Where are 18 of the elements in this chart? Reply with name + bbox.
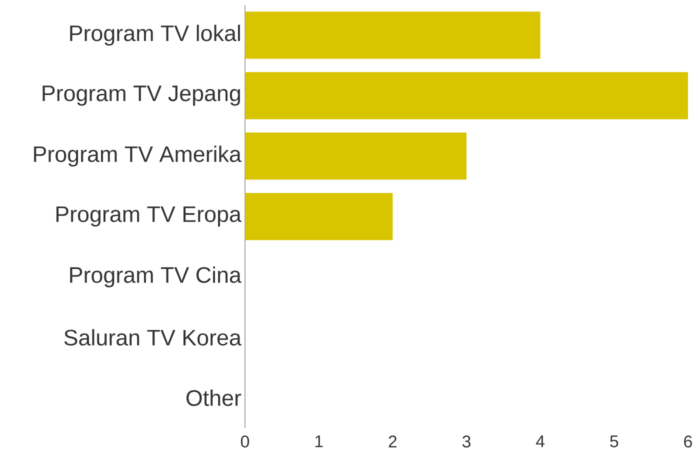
x-tick-label: 1 (315, 436, 323, 448)
y-tick-label: Program TV Amerika (34, 146, 242, 167)
x-tick-label: 3 (462, 436, 470, 448)
y-tick-label: Other (186, 390, 242, 406)
y-tick-label: Program TV Eropa (56, 206, 242, 227)
x-tick-label: 2 (388, 436, 397, 448)
x-tick-label: 5 (610, 436, 618, 448)
bar (245, 12, 540, 59)
x-tick-label: 6 (684, 436, 692, 448)
x-tick-label: 4 (536, 436, 545, 448)
y-tick-label: Saluran TV Korea (64, 329, 242, 346)
bar (245, 132, 466, 180)
y-tick-label: Program TV lokal (70, 24, 240, 46)
x-tick-label: 0 (240, 436, 250, 448)
bar (245, 72, 688, 120)
bar (245, 192, 393, 240)
y-tick-label: Program TV Jepang (42, 86, 240, 106)
y-tick-label: Program TV Cina (70, 266, 242, 288)
